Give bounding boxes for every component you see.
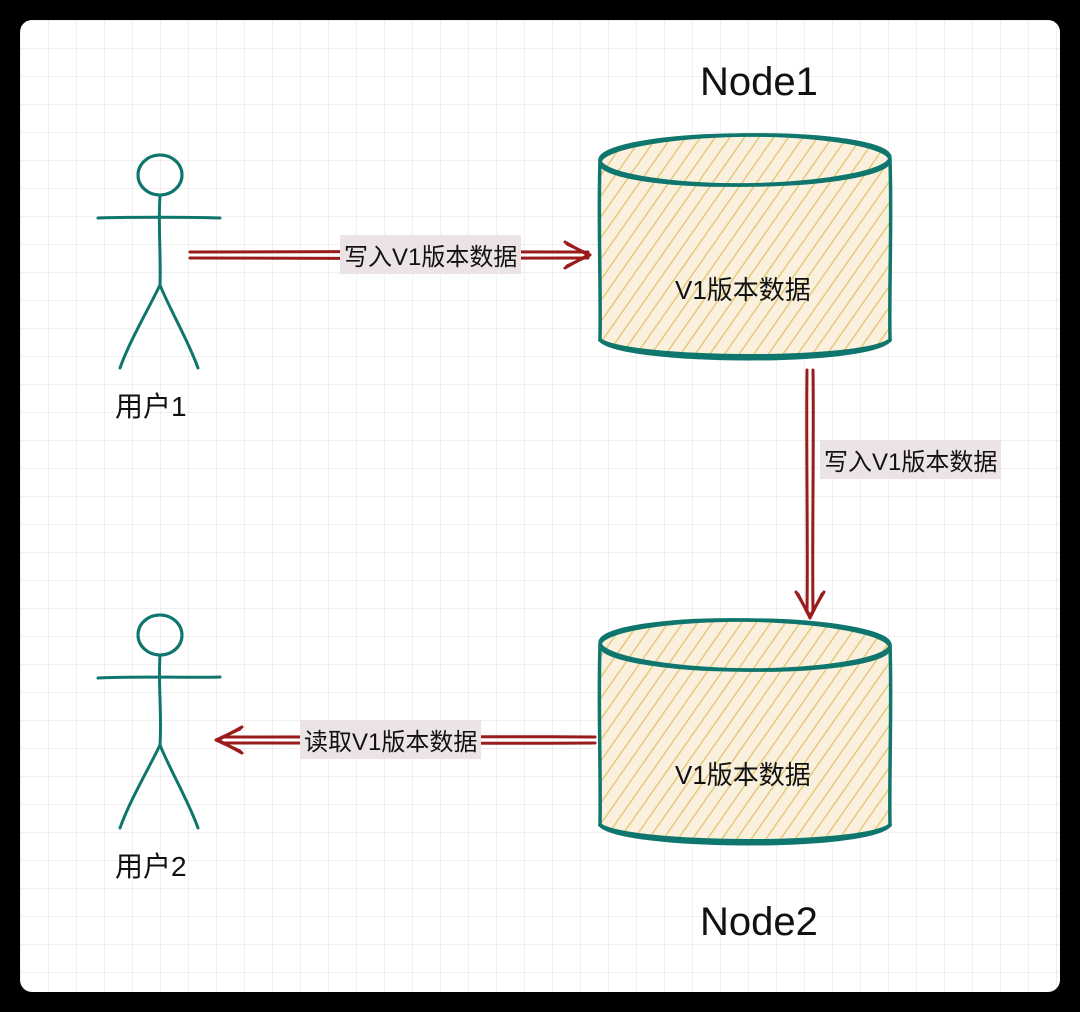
actor-user2	[98, 614, 220, 828]
diagram-canvas: Node1 Node2 用户1 用户2 V1版本数据 V1版本数据 写入V1版本…	[20, 20, 1060, 992]
node1-title: Node1	[700, 60, 818, 105]
node2-content: V1版本数据	[675, 755, 811, 792]
node2-title: Node2	[700, 900, 818, 945]
node1-content: V1版本数据	[675, 270, 811, 307]
user1-label: 用户1	[115, 385, 187, 425]
db-node2	[599, 617, 890, 843]
edge-label-read: 读取V1版本数据	[300, 720, 481, 759]
actor-user1	[98, 154, 220, 368]
arrow-node1-to-node2	[796, 370, 824, 618]
edge-label-sync: 写入V1版本数据	[820, 440, 1001, 479]
user2-label: 用户2	[115, 845, 187, 885]
db-node1	[599, 132, 890, 358]
edge-label-write1: 写入V1版本数据	[340, 235, 521, 274]
